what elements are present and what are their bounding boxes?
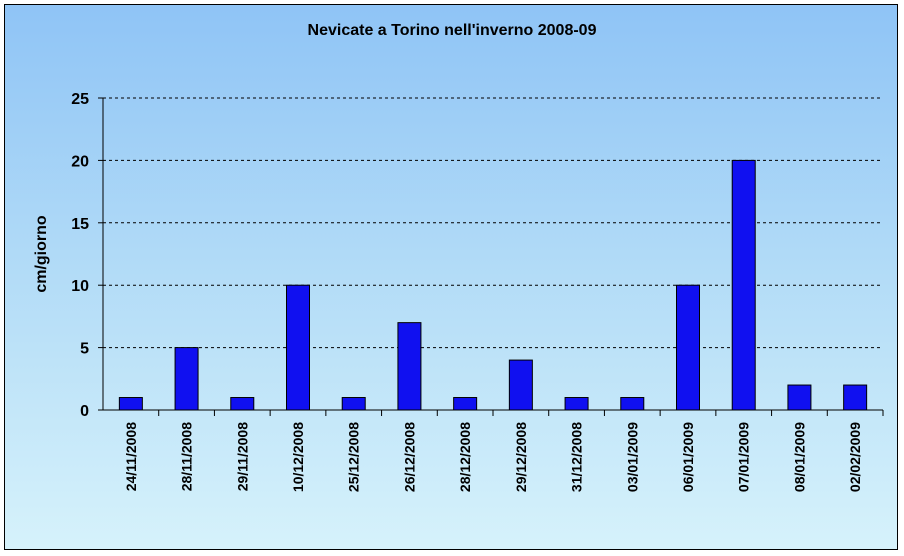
y-tick-label: 10 — [71, 278, 89, 295]
y-tick-label: 5 — [80, 341, 89, 358]
bar — [564, 397, 589, 411]
y-tick-label: 20 — [71, 153, 89, 170]
bar — [843, 384, 868, 411]
x-tick-label: 28/12/2008 — [457, 422, 473, 492]
bar — [230, 397, 255, 411]
bar — [731, 159, 756, 411]
x-tick-label: 29/11/2008 — [234, 422, 250, 492]
x-tick-label: 06/01/2009 — [680, 422, 696, 492]
x-tick-label: 25/12/2008 — [346, 422, 362, 492]
x-tick-label: 28/11/2008 — [179, 422, 195, 492]
x-tick-label: 24/11/2008 — [123, 422, 139, 492]
bar — [508, 359, 533, 411]
bar — [286, 284, 310, 411]
y-axis-label: cm/giorno — [33, 215, 50, 293]
x-tick-label: 02/02/2009 — [847, 422, 863, 492]
x-tick-label: 03/01/2009 — [624, 422, 640, 492]
bar — [397, 322, 422, 411]
bar — [118, 397, 143, 411]
x-tick-label: 31/12/2008 — [569, 422, 585, 492]
bar — [453, 397, 478, 411]
chart-title: Nevicate a Torino nell'inverno 2008-09 — [307, 22, 597, 39]
x-tick-label: 07/01/2009 — [736, 422, 752, 492]
x-tick-label: 29/12/2008 — [513, 422, 529, 492]
y-tick-label: 0 — [80, 403, 89, 420]
bar — [676, 284, 700, 411]
bar — [787, 384, 812, 411]
y-tick-label: 15 — [71, 216, 89, 233]
bar — [341, 397, 366, 411]
bar — [620, 397, 645, 411]
x-tick-label: 10/12/2008 — [290, 422, 306, 492]
y-tick-label: 25 — [71, 91, 89, 108]
x-tick-label: 08/01/2009 — [791, 422, 807, 492]
x-tick-label: 26/12/2008 — [401, 422, 417, 492]
bar — [174, 347, 199, 411]
